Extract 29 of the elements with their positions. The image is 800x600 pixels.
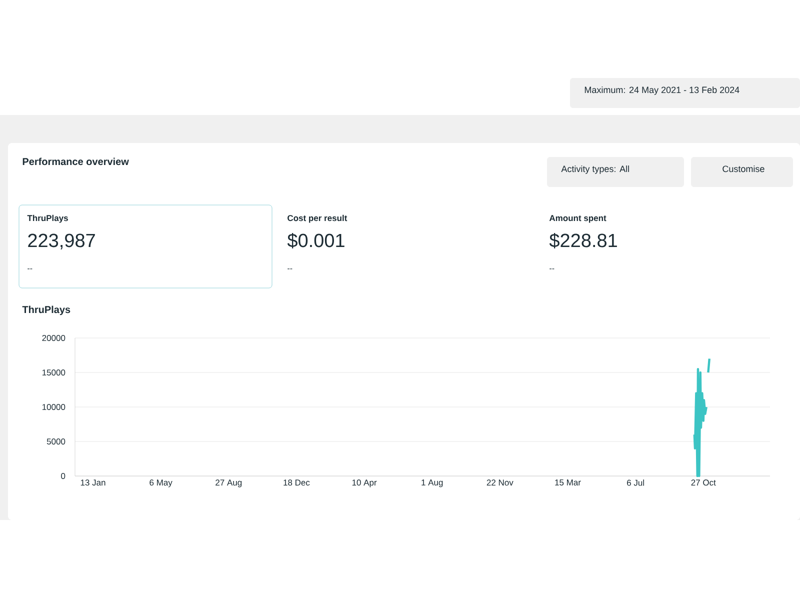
text: Cost per result bbox=[288, 214, 348, 223]
text: $228.81 bbox=[549, 232, 617, 248]
x-tick-label: 6 Jul bbox=[627, 480, 644, 486]
text: -- bbox=[550, 268, 554, 270]
text: Amount spent bbox=[549, 215, 606, 223]
x-tick-label: 18 Dec bbox=[284, 480, 310, 486]
x-tick-label: 27 Oct bbox=[691, 480, 716, 486]
x-tick-label: 15 Mar bbox=[555, 480, 581, 486]
x-tick-label: 13 Jan bbox=[80, 480, 106, 486]
text: -- bbox=[28, 268, 32, 270]
text: ThruPlays bbox=[27, 214, 68, 223]
text: Activity types: All bbox=[561, 165, 629, 174]
y-tick-label: 5000 bbox=[46, 438, 66, 445]
y-tick-label: 15000 bbox=[42, 370, 66, 376]
text: -- bbox=[288, 268, 292, 270]
x-tick-label: 6 May bbox=[150, 480, 172, 488]
x-tick-label: 10 Apr bbox=[352, 480, 377, 488]
y-tick-label: 20000 bbox=[42, 335, 66, 342]
x-tick-label: 22 Nov bbox=[486, 480, 514, 486]
chart-title: ThruPlays bbox=[22, 306, 70, 316]
text: Performance overview bbox=[22, 158, 129, 166]
text: $0.001 bbox=[287, 232, 344, 248]
y-tick-label: 10000 bbox=[42, 404, 66, 410]
x-tick-label: 27 Aug bbox=[216, 480, 242, 488]
text: 223,987 bbox=[28, 234, 95, 250]
text: Customise bbox=[722, 165, 764, 172]
text: Maximum: 24 May 2021 - 13 Feb 2024 bbox=[584, 86, 740, 95]
x-tick-label: 1 Aug bbox=[422, 480, 443, 488]
y-tick-label: 0 bbox=[61, 473, 66, 480]
